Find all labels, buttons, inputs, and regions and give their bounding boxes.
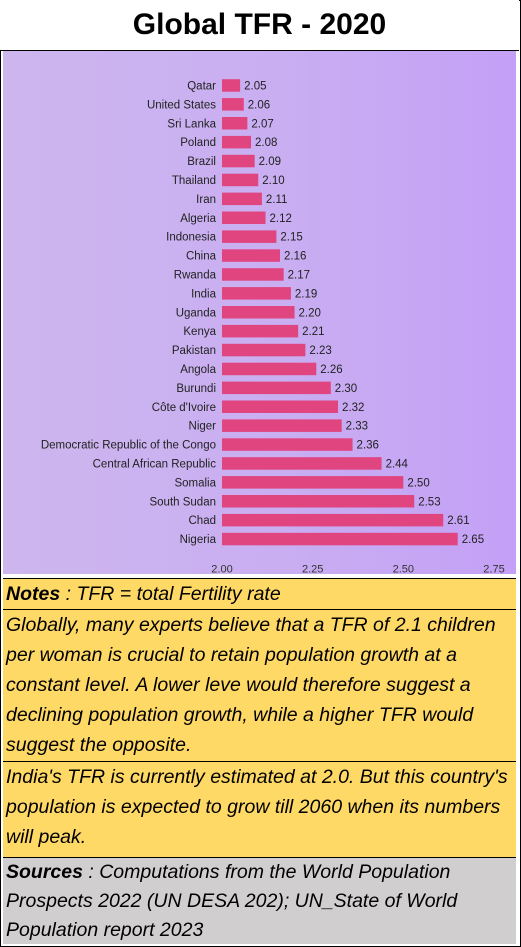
bar — [222, 135, 252, 149]
value-label: 2.61 — [447, 515, 469, 527]
bar — [222, 192, 262, 206]
notes-definition: Notes : TFR = total Fertility rate — [3, 578, 516, 609]
value-label: 2.11 — [266, 194, 288, 206]
bar — [222, 306, 295, 319]
value-label: 2.17 — [288, 269, 310, 281]
category-label: Niger — [189, 421, 217, 433]
bar — [222, 154, 255, 168]
notes-paragraph-india: India's TFR is currently estimated at 2.… — [3, 761, 516, 858]
value-label: 2.20 — [299, 307, 321, 319]
bar — [222, 362, 317, 376]
value-label: 2.09 — [259, 156, 281, 168]
category-label: Chad — [189, 515, 217, 527]
value-label: 2.15 — [280, 232, 302, 244]
bar — [222, 117, 248, 130]
x-tick-label: 2.75 — [483, 564, 504, 575]
bar — [222, 324, 299, 338]
category-label: South Sudan — [149, 496, 216, 508]
x-tick-label: 2.00 — [211, 564, 232, 575]
category-label: Kenya — [183, 326, 216, 338]
bar — [222, 532, 458, 546]
bar — [222, 343, 306, 357]
category-label: Burundi — [176, 383, 216, 395]
category-label: Thailand — [172, 175, 216, 187]
category-label: India — [191, 288, 217, 300]
value-label: 2.16 — [284, 251, 306, 263]
category-label: Angola — [180, 364, 216, 376]
category-label: Nigeria — [180, 534, 217, 546]
category-label: Rwanda — [174, 269, 217, 281]
category-label: Central African Republic — [93, 458, 217, 470]
category-label: Somalia — [174, 477, 216, 489]
value-label: 2.23 — [309, 345, 331, 357]
value-label: 2.53 — [418, 496, 440, 508]
bar — [222, 173, 259, 187]
sources-label: Sources — [6, 861, 83, 883]
value-label: 2.19 — [295, 288, 317, 300]
tfr-bar-chart: Qatar 2.05 United States 2.06 Sri Lanka 2.07 P… — [3, 51, 516, 574]
bar — [222, 287, 291, 300]
value-label: 2.12 — [270, 213, 292, 225]
bar — [222, 381, 331, 395]
notes-paragraph-global: Globally, many experts believe that a TF… — [3, 609, 516, 761]
value-label: 2.30 — [335, 383, 357, 395]
page-title: Global TFR - 2020 — [0, 0, 519, 51]
bar — [222, 268, 284, 281]
bar — [222, 457, 382, 470]
value-label: 2.32 — [342, 402, 364, 414]
value-label: 2.06 — [248, 99, 270, 111]
bar — [222, 438, 353, 451]
value-label: 2.10 — [262, 175, 284, 187]
x-tick-label: 2.25 — [302, 564, 323, 575]
value-label: 2.21 — [302, 326, 324, 338]
category-label: Poland — [180, 137, 216, 149]
category-label: Pakistan — [172, 345, 216, 357]
category-label: Qatar — [187, 80, 216, 92]
sources-text: : Computations from the World Population… — [6, 861, 458, 941]
value-label: 2.07 — [251, 118, 273, 130]
bar — [222, 211, 266, 224]
value-label: 2.44 — [386, 458, 409, 470]
bar — [222, 98, 244, 111]
category-label: China — [186, 251, 217, 263]
sources-note: Sources : Computations from the World Po… — [3, 857, 516, 944]
category-label: Democratic Republic of the Congo — [41, 440, 216, 452]
chart-canvas: Qatar 2.05 United States 2.06 Sri Lanka 2.07 P… — [41, 79, 505, 575]
x-tick-label: 2.50 — [393, 564, 414, 575]
category-label: United States — [147, 99, 216, 111]
category-label: Uganda — [176, 307, 217, 319]
category-label: Iran — [196, 194, 216, 206]
value-label: 2.65 — [462, 534, 484, 546]
category-label: Algeria — [180, 213, 216, 225]
notes-definition-text: : TFR = total Fertility rate — [60, 583, 281, 605]
category-label: Brazil — [187, 156, 216, 168]
bar — [222, 476, 404, 489]
bar — [222, 419, 342, 432]
bar — [222, 513, 444, 527]
notes-label: Notes — [6, 583, 61, 605]
bar — [222, 400, 339, 413]
bar — [222, 79, 241, 92]
value-label: 2.05 — [244, 80, 266, 92]
bar — [222, 249, 281, 262]
value-label: 2.33 — [346, 421, 368, 433]
value-label: 2.36 — [357, 440, 379, 452]
bar — [222, 230, 277, 243]
bar — [222, 495, 415, 508]
category-label: Côte d'Ivoire — [152, 402, 216, 414]
value-label: 2.26 — [320, 364, 342, 376]
category-label: Indonesia — [166, 232, 216, 244]
category-label: Sri Lanka — [167, 118, 216, 130]
value-label: 2.08 — [255, 137, 277, 149]
value-label: 2.50 — [407, 477, 429, 489]
